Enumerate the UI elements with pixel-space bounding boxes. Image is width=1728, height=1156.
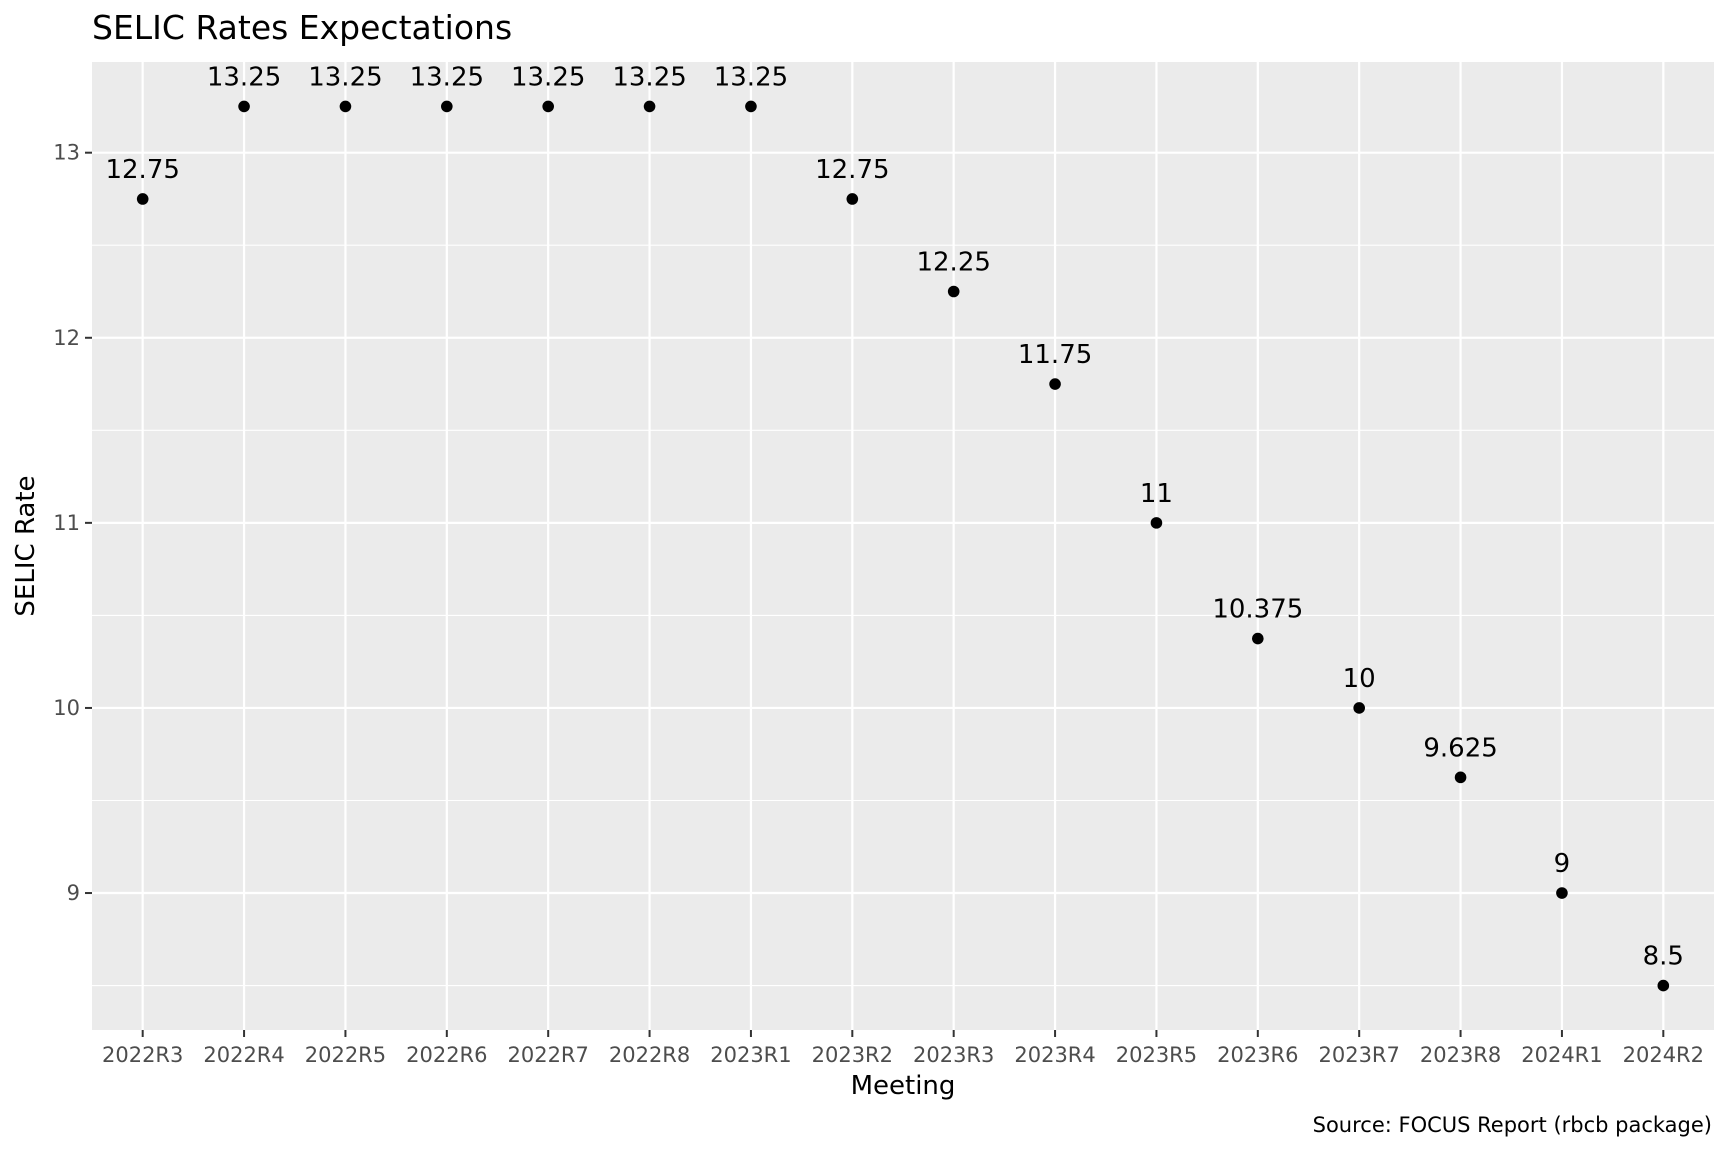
x-tick-label: 2023R8 — [1420, 1043, 1501, 1067]
x-tick-label: 2024R2 — [1623, 1043, 1704, 1067]
data-point — [441, 100, 453, 113]
data-point — [238, 100, 250, 113]
x-tick-label: 2023R4 — [1014, 1043, 1095, 1067]
x-axis: 2022R3 2022R4 2022R5 2022R6 2022R7 2022R8 2023… — [102, 1030, 1704, 1067]
x-tick-label: 2023R3 — [913, 1043, 994, 1067]
data-label: 13.25 — [612, 62, 686, 92]
data-point — [1252, 632, 1264, 645]
data-point — [339, 100, 352, 113]
data-labels: 12.75 13.25 13.25 13.25 13.25 13.25 13.25 12.75… — [105, 62, 1684, 971]
x-tick-label: 2022R3 — [102, 1043, 183, 1067]
data-label: 9.625 — [1423, 733, 1497, 763]
data-point — [1657, 979, 1670, 992]
data-point — [542, 100, 554, 113]
chart-title: SELIC Rates Expectations — [92, 8, 512, 47]
data-label: 13.25 — [308, 62, 382, 92]
data-point — [1049, 378, 1061, 390]
y-tick-label: 11 — [53, 511, 80, 535]
data-label: 13.25 — [714, 62, 788, 92]
y-tick-label: 12 — [53, 326, 80, 350]
data-point — [1353, 702, 1365, 714]
x-axis-title: Meeting — [851, 1071, 956, 1101]
data-label: 12.75 — [815, 155, 889, 185]
data-label: 13.25 — [207, 62, 281, 92]
minor-gridlines — [92, 244, 1714, 987]
data-label: 11 — [1140, 479, 1173, 509]
x-tick-label: 2023R5 — [1116, 1043, 1197, 1067]
x-tick-label: 2022R5 — [305, 1043, 386, 1067]
data-label: 13.25 — [511, 62, 585, 92]
data-point — [846, 193, 859, 205]
data-label: 12.25 — [916, 248, 990, 278]
data-point — [1556, 887, 1568, 899]
x-tick-label: 2023R1 — [710, 1043, 791, 1067]
x-tick-label: 2022R4 — [203, 1043, 284, 1067]
x-tick-label: 2023R2 — [812, 1043, 893, 1067]
data-point — [136, 193, 149, 205]
x-tick-label: 2023R7 — [1318, 1043, 1399, 1067]
data-points — [136, 100, 1670, 992]
data-label: 11.75 — [1018, 340, 1092, 370]
data-label: 13.25 — [410, 62, 484, 92]
data-point — [643, 100, 656, 113]
y-axis-title: SELIC Rate — [11, 475, 41, 616]
y-tick-label: 9 — [67, 881, 80, 905]
data-label: 10.375 — [1212, 595, 1303, 625]
data-label: 10 — [1343, 664, 1376, 694]
data-point — [1150, 517, 1163, 529]
x-tick-label: 2022R8 — [609, 1043, 690, 1067]
data-point — [745, 100, 757, 113]
x-tick-label: 2024R1 — [1521, 1043, 1602, 1067]
x-tick-label: 2023R6 — [1217, 1043, 1298, 1067]
x-tick-label: 2022R7 — [507, 1043, 588, 1067]
major-gridlines — [92, 62, 1714, 1030]
y-axis: 9 10 11 12 13 — [53, 141, 92, 905]
x-tick-label: 2022R6 — [406, 1043, 487, 1067]
y-tick-label: 13 — [53, 141, 80, 165]
data-label: 12.75 — [105, 155, 179, 185]
chart-caption: Source: FOCUS Report (rbcb package) — [1313, 1113, 1712, 1137]
data-point — [1454, 771, 1467, 784]
data-label: 8.5 — [1643, 942, 1684, 972]
data-label: 9 — [1554, 849, 1571, 879]
plot-panel — [92, 62, 1714, 1030]
y-tick-label: 10 — [53, 696, 80, 720]
data-point — [947, 285, 960, 298]
